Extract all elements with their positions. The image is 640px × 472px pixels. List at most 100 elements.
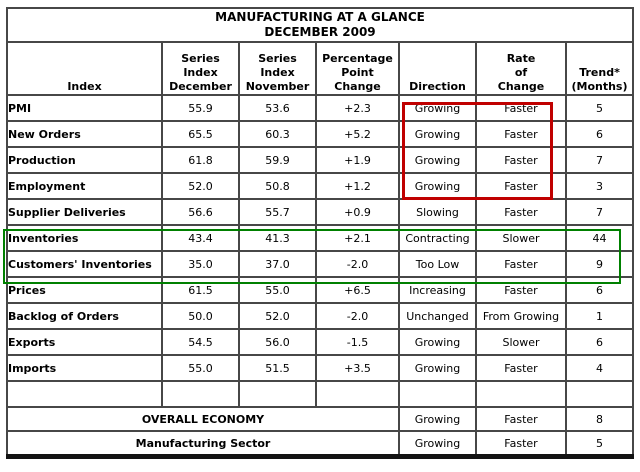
table-row-backlog-of-orders: Backlog of Orders 50.0 52.0 -2.0 Unchang…	[6, 302, 635, 330]
series-index-november-cell: 53.6	[238, 94, 317, 122]
percentage-point-change-cell: -2.0	[315, 250, 400, 278]
table-row-imports: Imports 55.0 51.5 +3.5 Growing Faster 4	[6, 354, 635, 382]
percentage-point-change-cell: +2.3	[315, 94, 400, 122]
rate-of-change-cell: Faster	[475, 94, 567, 122]
summary-label: Manufacturing Sector	[6, 430, 400, 458]
rate-of-change-cell: Faster	[475, 120, 567, 148]
direction-cell: Slowing	[398, 198, 477, 226]
row-label: PMI	[6, 94, 163, 122]
series-index-december-cell: 43.4	[161, 224, 240, 252]
direction-cell: Contracting	[398, 224, 477, 252]
percentage-point-change-cell: -1.5	[315, 328, 400, 356]
direction-cell: Growing	[398, 430, 477, 458]
trend-cell: 44	[564, 224, 635, 252]
percentage-point-change-cell: +0.9	[315, 198, 400, 226]
series-index-december-cell: 54.5	[161, 328, 240, 356]
trend-cell: 5	[564, 94, 635, 122]
series-index-november-cell: 41.3	[238, 224, 317, 252]
rate-of-change-cell: Slower	[475, 328, 567, 356]
trend-cell: 5	[564, 430, 635, 458]
table-row-new-orders: New Orders 65.5 60.3 +5.2 Growing Faster…	[6, 120, 635, 148]
direction-cell: Increasing	[398, 276, 477, 304]
rate-of-change-cell: Faster	[475, 198, 567, 226]
series-index-december-cell: 65.5	[161, 120, 240, 148]
column-header-rate-of-change: Rate of Change	[475, 41, 567, 96]
series-index-november-cell: 51.5	[238, 354, 317, 382]
direction-cell: Unchanged	[398, 302, 477, 330]
rate-of-change-cell: Faster	[475, 354, 567, 382]
rate-of-change-cell: Faster	[475, 406, 567, 432]
title-row: MANUFACTURING AT A GLANCE DECEMBER 2009	[5, 7, 635, 43]
row-label: Inventories	[6, 224, 163, 252]
percentage-point-change-cell: +1.9	[315, 146, 400, 174]
trend-cell: 1	[564, 302, 635, 330]
series-index-november-cell: 50.8	[238, 172, 317, 200]
table-row-production: Production 61.8 59.9 +1.9 Growing Faster…	[6, 146, 635, 174]
trend-cell: 6	[564, 120, 635, 148]
series-index-november-cell: 56.0	[238, 328, 317, 356]
series-index-november-cell: 59.9	[238, 146, 317, 174]
series-index-december-cell: 52.0	[161, 172, 240, 200]
series-index-december-cell: 50.0	[161, 302, 240, 330]
direction-cell: Growing	[398, 328, 477, 356]
row-label: New Orders	[6, 120, 163, 148]
rate-of-change-cell: Faster	[475, 250, 567, 278]
direction-cell: Too Low	[398, 250, 477, 278]
series-index-november-cell: 55.0	[238, 276, 317, 304]
table-row-exports: Exports 54.5 56.0 -1.5 Growing Slower 6	[6, 328, 635, 356]
table-row-supplier-deliveries: Supplier Deliveries 56.6 55.7 +0.9 Slowi…	[6, 198, 635, 226]
series-index-december-cell: 61.5	[161, 276, 240, 304]
percentage-point-change-cell: +5.2	[315, 120, 400, 148]
trend-cell: 6	[564, 276, 635, 304]
direction-cell: Growing	[398, 146, 477, 174]
direction-cell: Growing	[398, 172, 477, 200]
row-label: Imports	[6, 354, 163, 382]
table-title: MANUFACTURING AT A GLANCE DECEMBER 2009	[5, 7, 635, 43]
trend-cell: 6	[564, 328, 635, 356]
series-index-december-cell: 55.0	[161, 354, 240, 382]
rate-of-change-cell: Faster	[475, 146, 567, 174]
table-row-customers-inventories: Customers' Inventories 35.0 37.0 -2.0 To…	[6, 250, 635, 278]
rate-of-change-cell: From Growing	[475, 302, 567, 330]
rate-of-change-cell: Faster	[475, 276, 567, 304]
direction-cell: Growing	[398, 94, 477, 122]
table-row-manufacturing-sector: Manufacturing Sector Growing Faster 5	[6, 430, 635, 458]
series-index-december-cell: 61.8	[161, 146, 240, 174]
header-row: Index Series Index December Series Index…	[6, 41, 635, 96]
row-label: Production	[6, 146, 163, 174]
direction-cell: Growing	[398, 354, 477, 382]
percentage-point-change-cell: +2.1	[315, 224, 400, 252]
table-row-prices: Prices 61.5 55.0 +6.5 Increasing Faster …	[6, 276, 635, 304]
percentage-point-change-cell: +3.5	[315, 354, 400, 382]
series-index-december-cell: 56.6	[161, 198, 240, 226]
manufacturing-glance-table: MANUFACTURING AT A GLANCE DECEMBER 2009 …	[5, 7, 635, 459]
table-row-inventories: Inventories 43.4 41.3 +2.1 Contracting S…	[6, 224, 635, 252]
rate-of-change-cell: Faster	[475, 172, 567, 200]
empty-spacer-row	[6, 380, 635, 408]
row-label: Exports	[6, 328, 163, 356]
column-header-direction: Direction	[398, 41, 477, 96]
rate-of-change-cell: Slower	[475, 224, 567, 252]
rate-of-change-cell: Faster	[475, 430, 567, 458]
series-index-november-cell: 60.3	[238, 120, 317, 148]
row-label: Employment	[6, 172, 163, 200]
table-row-overall-economy: OVERALL ECONOMY Growing Faster 8	[6, 406, 635, 432]
trend-cell: 7	[564, 146, 635, 174]
series-index-december-cell: 55.9	[161, 94, 240, 122]
percentage-point-change-cell: +1.2	[315, 172, 400, 200]
series-index-november-cell: 55.7	[238, 198, 317, 226]
trend-cell: 7	[564, 198, 635, 226]
trend-cell: 4	[564, 354, 635, 382]
column-header-series-index-december: Series Index December	[161, 41, 240, 96]
row-label: Customers' Inventories	[6, 250, 163, 278]
direction-cell: Growing	[398, 406, 477, 432]
series-index-november-cell: 52.0	[238, 302, 317, 330]
summary-label: OVERALL ECONOMY	[6, 406, 400, 432]
row-label: Backlog of Orders	[6, 302, 163, 330]
column-header-trend-months: Trend* (Months)	[564, 41, 635, 96]
table-row-pmi: PMI 55.9 53.6 +2.3 Growing Faster 5	[6, 94, 635, 122]
series-index-november-cell: 37.0	[238, 250, 317, 278]
series-index-december-cell: 35.0	[161, 250, 240, 278]
column-header-percentage-point-change: Percentage Point Change	[315, 41, 400, 96]
trend-cell: 9	[564, 250, 635, 278]
